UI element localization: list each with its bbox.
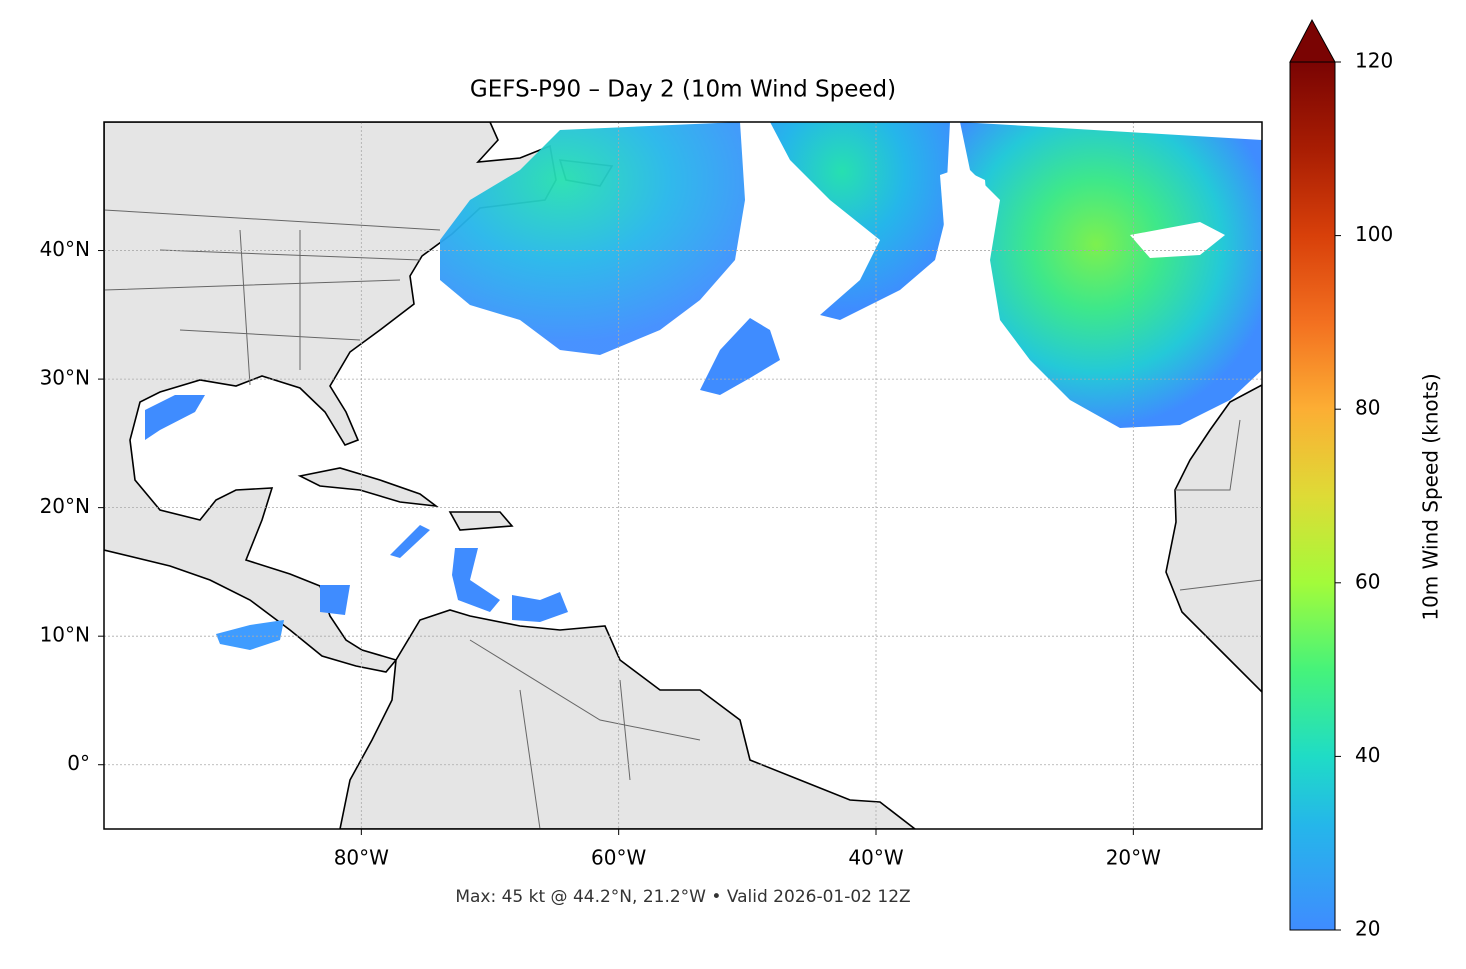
- x-tick-label: 20°W: [1106, 846, 1161, 870]
- plot-frame: [103, 121, 1263, 830]
- wind-swath: [145, 395, 205, 440]
- footer-note: Max: 45 kt @ 44.2°N, 21.2°W • Valid 2026…: [455, 887, 910, 907]
- colorbar-tick-label: 100: [1355, 222, 1393, 246]
- wind-swath: [440, 122, 745, 355]
- x-tick-label: 60°W: [591, 846, 646, 870]
- wind-swath: [770, 122, 950, 320]
- colorbar-label: 10m Wind Speed (knots): [1419, 373, 1443, 620]
- calm-pocket: [1130, 222, 1225, 258]
- calm-pocket: [940, 168, 990, 300]
- wind-swath: [320, 585, 350, 615]
- x-tick-label: 80°W: [334, 846, 389, 870]
- colorbar-extend: [1289, 18, 1336, 63]
- borders: [104, 209, 1262, 829]
- grid: [104, 122, 1262, 829]
- colorbar: 10m Wind Speed (knots) 20 40 60 80 100 120: [1289, 18, 1443, 941]
- colorbar-tick-label: 20: [1355, 917, 1380, 941]
- hispaniola: [448, 511, 514, 531]
- wind-swath: [960, 122, 1262, 428]
- y-tick-label: 0°: [67, 751, 90, 775]
- colorbar-tick-label: 40: [1355, 743, 1380, 767]
- map-title: GEFS-P90 – Day 2 (10m Wind Speed): [470, 77, 896, 103]
- wind-swath: [700, 318, 780, 395]
- colorbar-tick-label: 80: [1355, 396, 1380, 420]
- colorbar-tick-label: 120: [1355, 49, 1393, 73]
- cuba: [297, 467, 439, 508]
- wind-swath: [216, 620, 284, 650]
- wind-swath: [452, 548, 500, 612]
- wind-swath: [390, 525, 430, 558]
- x-tick-label: 40°W: [848, 846, 903, 870]
- y-tick-label: 20°N: [40, 494, 90, 518]
- colorbar-tick-label: 60: [1355, 569, 1380, 593]
- africa: [1165, 384, 1262, 694]
- y-tick-label: 40°N: [40, 237, 90, 261]
- y-tick-label: 30°N: [40, 366, 90, 390]
- south-america: [339, 609, 917, 829]
- wind-swath: [512, 592, 568, 622]
- colorbar-bar: [1289, 61, 1336, 931]
- y-tick-label: 10°N: [40, 623, 90, 647]
- map-area: [104, 122, 1262, 829]
